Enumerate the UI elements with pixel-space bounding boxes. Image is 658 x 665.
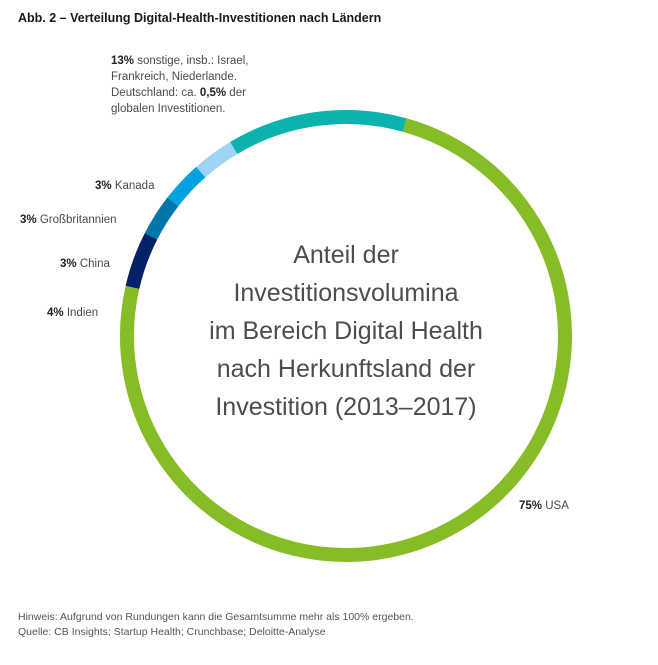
sonstige-line-2: Frankreich, Niederlande. <box>111 71 237 83</box>
germany-note-suffix: der <box>229 87 246 99</box>
usa-name: USA <box>545 500 569 512</box>
germany-note-prefix: Deutschland: ca. <box>111 87 197 99</box>
center-line-5: Investition (2013–2017) <box>215 393 477 421</box>
donut-center-text: Anteil der Investitionsvolumina im Berei… <box>176 236 516 426</box>
label-usa: 75% USA <box>519 498 569 514</box>
china-value: 3% <box>60 258 77 270</box>
center-line-2: Investitionsvolumina <box>233 279 459 307</box>
germany-note-value: 0,5% <box>199 87 227 99</box>
center-line-4: nach Herkunftsland der <box>216 355 476 383</box>
donut-segment-großbritannien <box>167 166 206 207</box>
label-sonstige: 13% sonstige, insb.: Israel, Frankreich,… <box>111 53 248 117</box>
label-indien: 4% Indien <box>47 305 98 321</box>
kanada-value: 3% <box>95 180 112 192</box>
footer-note: Hinweis: Aufgrund von Rundungen kann die… <box>18 611 414 623</box>
chart-title: Abb. 2 – Verteilung Digital-Health-Inves… <box>18 11 382 25</box>
kanada-name: Kanada <box>114 180 155 192</box>
grossbritannien-value: 3% <box>20 214 37 226</box>
label-grossbritannien: 3% Großbritannien <box>20 212 117 228</box>
indien-value: 4% <box>47 307 64 319</box>
center-line-1: Anteil der <box>293 241 399 269</box>
sonstige-value: 13% <box>111 55 135 67</box>
germany-note-line-2: globalen Investitionen. <box>111 103 226 115</box>
donut-segment-kanada <box>196 141 238 178</box>
donut-segment-sonstige <box>230 110 407 154</box>
donut-segment-indien <box>125 233 158 290</box>
indien-name: Indien <box>66 307 99 319</box>
chart-footer: Hinweis: Aufgrund von Rundungen kann die… <box>18 610 414 640</box>
usa-value: 75% <box>519 500 543 512</box>
label-china: 3% China <box>60 256 110 272</box>
center-line-3: im Bereich Digital Health <box>209 317 483 345</box>
china-name: China <box>79 258 110 270</box>
donut-segment-china <box>144 197 179 240</box>
grossbritannien-name: Großbritannien <box>39 214 117 226</box>
label-kanada: 3% Kanada <box>95 178 154 194</box>
donut-segment-usa <box>120 118 572 562</box>
footer-source: Quelle: CB Insights; Startup Health; Cru… <box>18 626 326 638</box>
sonstige-line-1: sonstige, insb.: Israel, <box>137 55 249 67</box>
